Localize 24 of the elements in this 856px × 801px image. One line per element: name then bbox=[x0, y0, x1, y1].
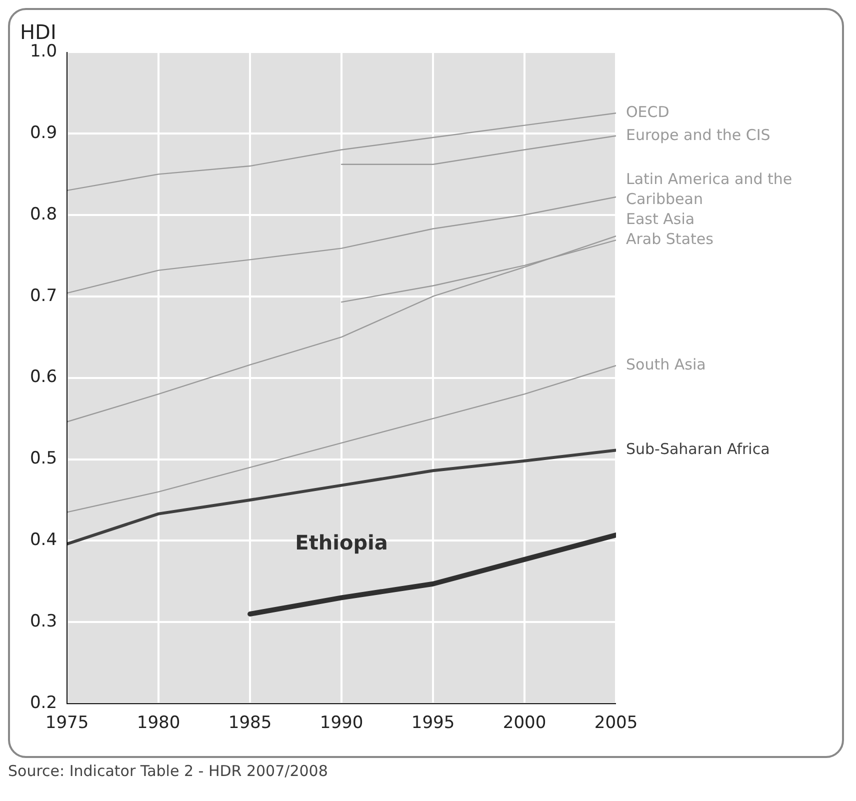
series-label: OECD bbox=[626, 102, 670, 121]
x-tick-label: 1980 bbox=[136, 713, 180, 734]
series-label: Europe and the CIS bbox=[626, 126, 770, 144]
x-tick-label: 1975 bbox=[45, 713, 89, 734]
series-label: Sub-Saharan Africa bbox=[626, 440, 770, 458]
x-tick-label: 1990 bbox=[320, 713, 364, 734]
series-label: Arab States bbox=[626, 230, 714, 248]
series-label: Latin America and the Caribbean bbox=[626, 170, 792, 208]
series-label: South Asia bbox=[626, 355, 706, 374]
x-tick-label: 1985 bbox=[228, 713, 272, 734]
y-tick-label: 0.2 bbox=[30, 693, 58, 714]
y-tick-label: 0.7 bbox=[30, 286, 58, 306]
series-label: Ethiopia bbox=[295, 530, 388, 554]
y-tick-label: 0.8 bbox=[30, 204, 58, 224]
x-tick-label: 2000 bbox=[502, 713, 546, 734]
y-tick-label: 0.6 bbox=[30, 367, 58, 388]
y-tick-label: 0.5 bbox=[30, 448, 58, 469]
x-tick-label: 2005 bbox=[594, 713, 638, 734]
source-note: Source: Indicator Table 2 - HDR 2007/2008 bbox=[8, 762, 329, 780]
y-tick-label: 0.4 bbox=[30, 530, 58, 550]
y-tick-label: 0.9 bbox=[30, 122, 58, 143]
x-tick-label: 1995 bbox=[411, 713, 455, 734]
series-label: East Asia bbox=[626, 210, 695, 228]
y-tick-label: 0.3 bbox=[30, 612, 58, 632]
